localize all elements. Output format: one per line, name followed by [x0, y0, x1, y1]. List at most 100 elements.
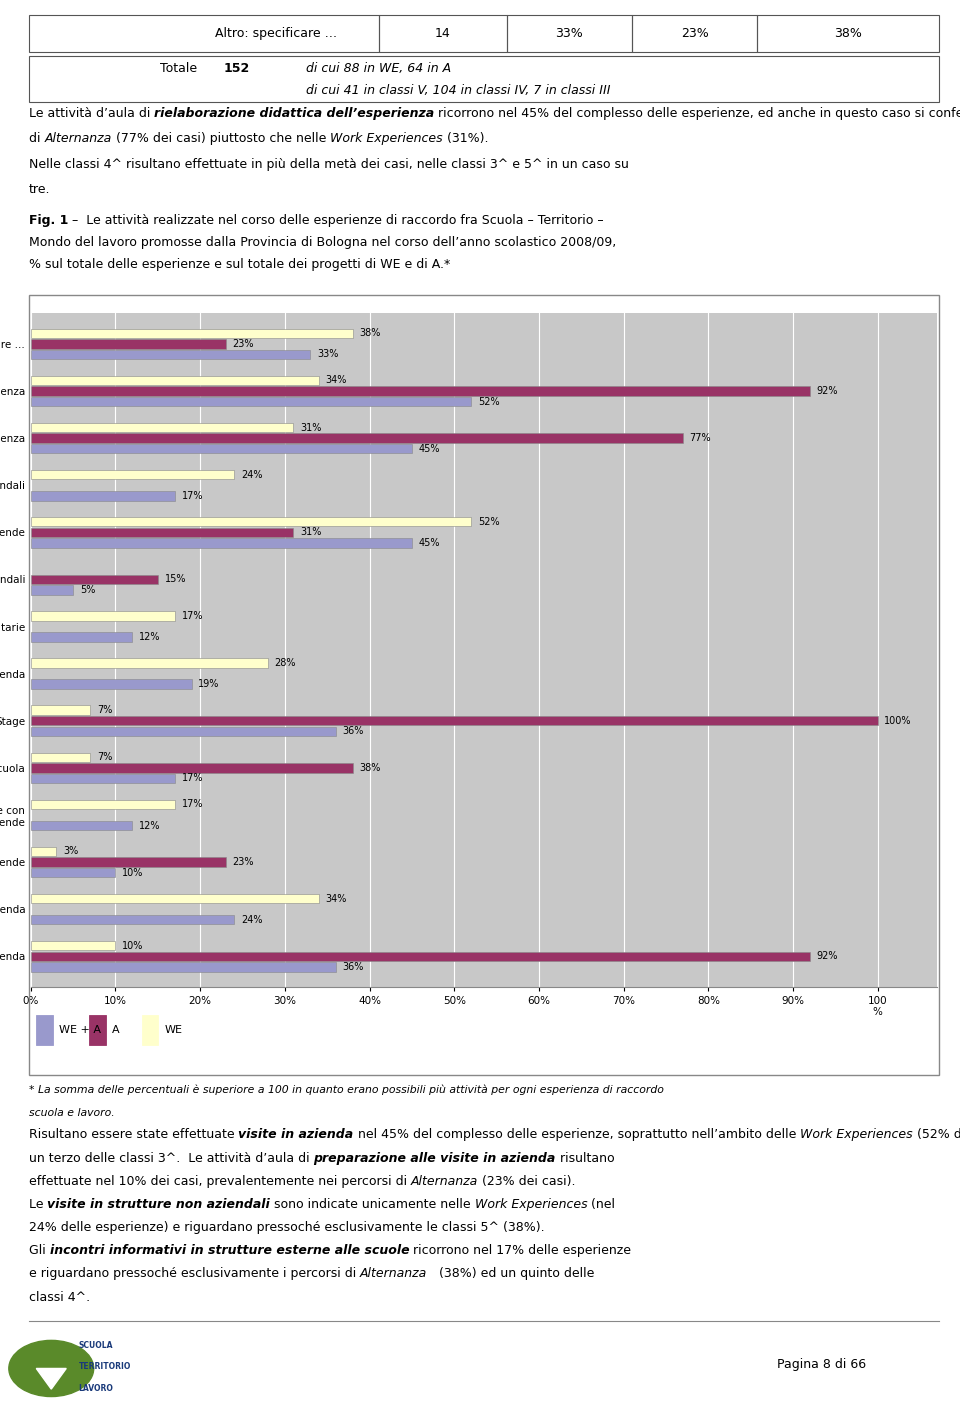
Text: ricorrono nel 45% del complesso delle esperienze, ed anche in questo caso si con: ricorrono nel 45% del complesso delle es… [434, 107, 960, 120]
Text: 19%: 19% [199, 679, 220, 689]
Bar [31, 894, 319, 903]
Text: 52%: 52% [478, 397, 499, 407]
Bar [31, 376, 319, 384]
Text: 15%: 15% [164, 574, 186, 584]
Bar [31, 752, 90, 762]
Bar [31, 386, 810, 396]
Bar [31, 575, 157, 584]
Text: 7%: 7% [97, 705, 112, 715]
Bar [31, 941, 115, 950]
Text: ricorrono nel 17% delle esperienze: ricorrono nel 17% delle esperienze [409, 1245, 631, 1257]
Text: 10%: 10% [122, 941, 144, 951]
Text: Mondo del lavoro promosse dalla Provincia di Bologna nel corso dell’anno scolast: Mondo del lavoro promosse dalla Provinci… [29, 236, 616, 249]
Text: visite in azienda: visite in azienda [238, 1128, 353, 1142]
Bar [31, 726, 336, 736]
Text: 17%: 17% [181, 491, 203, 501]
Text: 92%: 92% [817, 951, 838, 961]
Text: WE + A: WE + A [59, 1024, 101, 1035]
Text: 7%: 7% [97, 752, 112, 762]
Bar [31, 916, 234, 924]
Text: 36%: 36% [343, 726, 364, 736]
Text: (38%) ed un quinto delle: (38%) ed un quinto delle [427, 1267, 594, 1280]
Text: 152: 152 [223, 63, 250, 75]
Bar [141, 1014, 158, 1045]
Text: Risultano essere state effettuate: Risultano essere state effettuate [29, 1128, 238, 1142]
Text: (77% dei casi) piuttosto che nelle: (77% dei casi) piuttosto che nelle [111, 132, 330, 145]
Bar [756, 16, 939, 51]
Bar [31, 585, 73, 595]
Text: Gli: Gli [29, 1245, 50, 1257]
Bar [31, 491, 175, 500]
Text: rielaborazione didattica dell’esperienza: rielaborazione didattica dell’esperienza [155, 107, 434, 120]
Text: 17%: 17% [181, 773, 203, 783]
Bar [31, 538, 412, 548]
Text: sono indicate unicamente nelle: sono indicate unicamente nelle [270, 1198, 474, 1210]
Text: 77%: 77% [689, 433, 711, 443]
Text: 24%: 24% [241, 470, 262, 480]
Text: LAVORO: LAVORO [79, 1384, 113, 1393]
Text: Work Experiences: Work Experiences [800, 1128, 913, 1142]
Text: Nelle classi 4^ risultano effettuate in più della metà dei casi, nelle classi 3^: Nelle classi 4^ risultano effettuate in … [29, 158, 629, 171]
Text: 45%: 45% [419, 444, 440, 454]
Bar [379, 16, 507, 51]
Bar [31, 820, 132, 830]
Text: Le: Le [29, 1198, 47, 1210]
Bar [31, 517, 471, 527]
Text: (31%).: (31%). [443, 132, 488, 145]
Text: risultano: risultano [556, 1152, 614, 1165]
Bar [31, 611, 175, 621]
Bar [31, 951, 810, 961]
Text: 5%: 5% [80, 585, 95, 595]
Text: scuola e lavoro.: scuola e lavoro. [29, 1108, 114, 1118]
Bar [31, 423, 293, 433]
Text: Le attività d’aula di: Le attività d’aula di [29, 107, 155, 120]
Bar [633, 16, 756, 51]
Bar [88, 1014, 106, 1045]
Bar [31, 350, 310, 359]
Text: TERRITORIO: TERRITORIO [79, 1363, 132, 1371]
Text: 23%: 23% [232, 339, 253, 349]
Text: 45%: 45% [419, 538, 440, 548]
Text: 100%: 100% [884, 716, 912, 726]
Bar [36, 1014, 53, 1045]
Text: 12%: 12% [139, 820, 160, 830]
Text: classi 4^.: classi 4^. [29, 1290, 90, 1303]
Bar [31, 847, 56, 856]
Text: effettuate nel 10% dei casi, prevalentemente nei percorsi di: effettuate nel 10% dei casi, prevalentem… [29, 1175, 411, 1188]
Text: Work Experiences: Work Experiences [474, 1198, 588, 1210]
Text: 12%: 12% [139, 632, 160, 642]
Text: 14: 14 [435, 27, 451, 40]
Bar [31, 857, 226, 867]
Text: Alternanza: Alternanza [411, 1175, 478, 1188]
Text: nel 45% del complesso delle esperienze, soprattutto nell’ambito delle: nel 45% del complesso delle esperienze, … [353, 1128, 800, 1142]
Text: A: A [111, 1024, 119, 1035]
Text: Altro: specificare …: Altro: specificare … [215, 27, 337, 40]
Polygon shape [36, 1368, 66, 1390]
Bar [31, 528, 293, 537]
Text: 17%: 17% [181, 799, 203, 809]
Text: SCUOLA: SCUOLA [79, 1341, 113, 1350]
Text: (52% di casi) ed in un terzo dei percorsi di: (52% di casi) ed in un terzo dei percors… [913, 1128, 960, 1142]
Text: 23%: 23% [232, 857, 253, 867]
Text: % sul totale delle esperienze e sul totale dei progetti di WE e di A.*: % sul totale delle esperienze e sul tota… [29, 258, 450, 271]
Text: Alternanza: Alternanza [360, 1267, 427, 1280]
Text: 33%: 33% [556, 27, 584, 40]
Text: visite in strutture non aziendali: visite in strutture non aziendali [47, 1198, 270, 1210]
Bar [31, 444, 412, 453]
Bar [31, 339, 226, 349]
Bar [29, 16, 379, 51]
Text: Alternanza: Alternanza [44, 132, 111, 145]
Text: Totale: Totale [160, 63, 198, 75]
Text: 36%: 36% [343, 961, 364, 971]
Text: (23% dei casi).: (23% dei casi). [478, 1175, 576, 1188]
Text: 34%: 34% [325, 376, 347, 386]
Text: 24%: 24% [241, 914, 262, 924]
Text: Fig. 1: Fig. 1 [29, 214, 68, 226]
Text: Pagina 8 di 66: Pagina 8 di 66 [777, 1358, 866, 1371]
Text: 52%: 52% [478, 517, 499, 527]
Text: 28%: 28% [275, 658, 296, 668]
Text: * La somma delle percentuali è superiore a 100 in quanto erano possibili più att: * La somma delle percentuali è superiore… [29, 1085, 663, 1095]
Text: preparazione alle visite in azienda: preparazione alle visite in azienda [313, 1152, 556, 1165]
Text: –  Le attività realizzate nel corso delle esperienze di raccordo fra Scuola – Te: – Le attività realizzate nel corso delle… [68, 214, 604, 226]
Circle shape [9, 1340, 94, 1397]
